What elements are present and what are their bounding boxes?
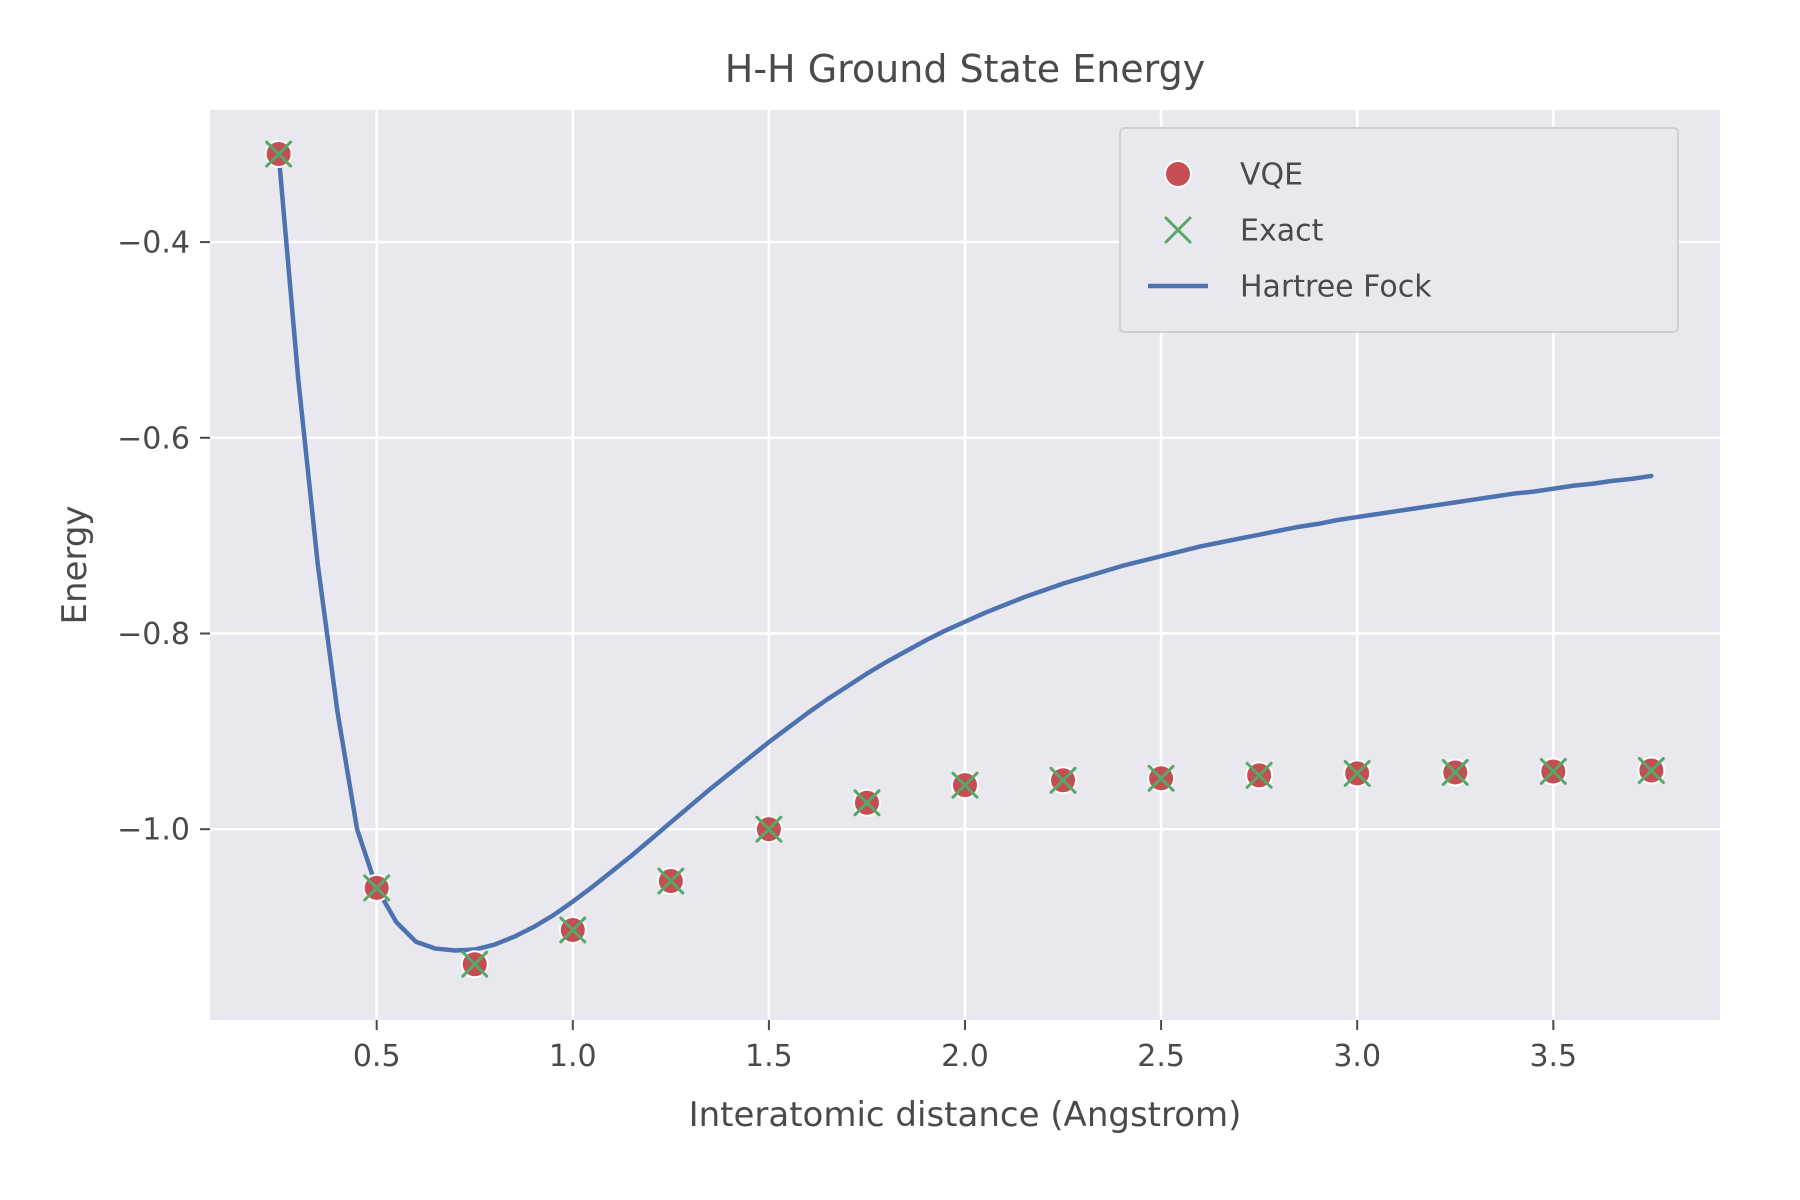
- xtick-label: 1.0: [549, 1039, 597, 1074]
- ytick-label: −0.4: [117, 226, 190, 261]
- ytick-label: −1.0: [117, 813, 190, 848]
- legend-label: Hartree Fock: [1240, 270, 1432, 305]
- xtick-label: 0.5: [353, 1039, 401, 1074]
- y-axis-label: Energy: [55, 505, 95, 624]
- xtick-label: 2.5: [1137, 1039, 1185, 1074]
- xtick-label: 3.5: [1529, 1039, 1577, 1074]
- legend-circle-icon: [1165, 161, 1191, 187]
- legend-swatch: [1165, 161, 1191, 187]
- chart-container: 0.5 1.0 1.5 2.0 2.5 3.0 3.5 −0.4 −0.6 −0.8 −1.0 Int…: [0, 0, 1800, 1200]
- x-axis-label: Interatomic distance (Angstrom): [689, 1095, 1242, 1135]
- xtick-label: 1.5: [745, 1039, 793, 1074]
- xtick-label: 2.0: [941, 1039, 989, 1074]
- xtick-label: 3.0: [1333, 1039, 1381, 1074]
- legend-label: Exact: [1240, 214, 1324, 249]
- ytick-label: −0.8: [117, 617, 190, 652]
- ytick-label: −0.6: [117, 421, 190, 456]
- legend: VQE Exact Hartree Fock: [1120, 128, 1678, 332]
- legend-label: VQE: [1240, 158, 1303, 193]
- chart-title: H-H Ground State Energy: [725, 47, 1206, 91]
- energy-chart-svg: 0.5 1.0 1.5 2.0 2.5 3.0 3.5 −0.4 −0.6 −0.8 −1.0 Int…: [0, 0, 1800, 1200]
